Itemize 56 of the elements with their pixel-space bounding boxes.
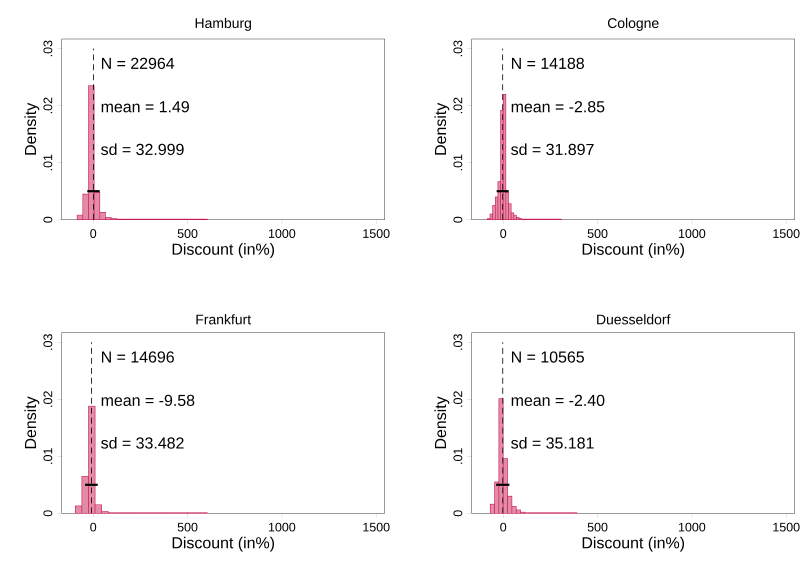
x-tick-label: 0 — [500, 522, 506, 532]
annotation: N = 22964 — [102, 58, 174, 70]
y-axis-title: Density — [24, 396, 40, 448]
y-tick-label: .01 — [43, 448, 52, 464]
y-tick-label: .02 — [43, 391, 52, 407]
y-tick-label: .03 — [453, 40, 462, 56]
annotation: mean = 1.49 — [102, 101, 189, 112]
y-tick-label: 0 — [43, 216, 52, 223]
x-tick-label: 500 — [178, 522, 198, 532]
x-axis-title: Discount (in%) — [172, 243, 274, 258]
x-tick-label: 1500 — [363, 522, 390, 532]
x-tick-label: 1000 — [678, 522, 706, 532]
annotation: mean = -2.40 — [512, 394, 604, 406]
x-tick-label: 1500 — [363, 229, 390, 238]
y-tick-label: .03 — [43, 334, 52, 350]
x-tick-label: 500 — [588, 522, 608, 532]
x-axis-title: Discount (in%) — [172, 536, 274, 552]
y-tick-label: 0 — [453, 216, 462, 223]
x-tick-label: 500 — [588, 229, 608, 238]
y-tick-label: .03 — [43, 40, 52, 56]
annotation: sd = 33.482 — [101, 436, 184, 449]
y-tick-label: .03 — [453, 334, 462, 350]
chart-title: Hamburg — [196, 18, 251, 31]
x-tick-label: 1000 — [268, 522, 296, 532]
x-tick-label: 1500 — [773, 229, 800, 238]
annotation: sd = 32.999 — [101, 143, 184, 156]
chart-title: Duesseldorf — [597, 314, 670, 324]
y-tick-label: 0 — [43, 510, 52, 516]
x-axis-title: Discount (in%) — [582, 243, 684, 258]
chart-title: Frankfurt — [196, 314, 252, 324]
x-tick-label: 0 — [500, 229, 506, 238]
y-tick-label: .01 — [453, 154, 462, 170]
y-tick-label: .02 — [453, 391, 462, 407]
annotation: sd = 31.897 — [511, 143, 594, 156]
y-axis-title: Density — [434, 396, 450, 448]
y-tick-label: .02 — [43, 98, 52, 114]
x-axis-title: Discount (in%) — [582, 536, 684, 552]
y-axis-title: Density — [24, 102, 40, 155]
chart-title: Cologne — [608, 18, 659, 31]
y-tick-label: .02 — [453, 98, 462, 114]
annotation: N = 10565 — [512, 351, 584, 363]
x-tick-label: 1000 — [678, 229, 706, 238]
x-tick-label: 1500 — [773, 522, 800, 532]
y-tick-label: .01 — [453, 448, 462, 464]
annotation: sd = 35.181 — [511, 436, 594, 449]
annotation: mean = -2.85 — [512, 101, 604, 112]
y-tick-label: .01 — [43, 154, 52, 170]
annotation: N = 14188 — [512, 58, 584, 70]
annotation: N = 14696 — [102, 351, 174, 363]
y-tick-label: 0 — [453, 510, 462, 516]
x-tick-label: 0 — [90, 522, 96, 532]
y-axis-title: Density — [434, 102, 450, 155]
x-tick-label: 500 — [178, 229, 198, 238]
x-tick-label: 0 — [90, 229, 96, 238]
annotation: mean = -9.58 — [102, 394, 194, 406]
x-tick-label: 1000 — [268, 229, 296, 238]
